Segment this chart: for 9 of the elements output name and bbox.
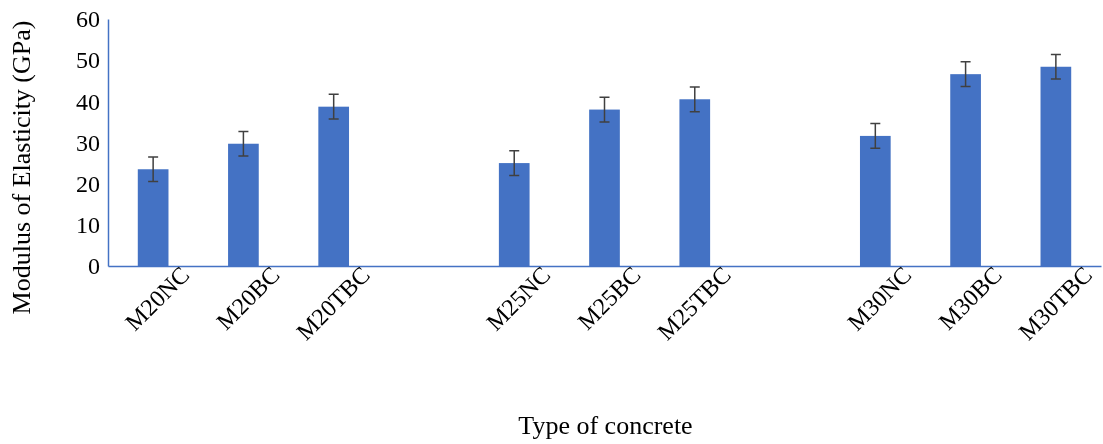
y-tick-label: 0 — [88, 253, 100, 280]
y-tick-label: 30 — [76, 129, 100, 156]
x-axis-title: Type of concrete — [518, 411, 693, 440]
y-tick-label: 60 — [76, 6, 100, 33]
y-tick-label: 40 — [76, 88, 100, 115]
y-axis-title: Modulus of Elasticity (GPa) — [7, 20, 36, 315]
y-tick-label: 20 — [76, 170, 100, 197]
y-tick-label: 50 — [76, 47, 100, 74]
y-tick-label: 10 — [76, 212, 100, 239]
